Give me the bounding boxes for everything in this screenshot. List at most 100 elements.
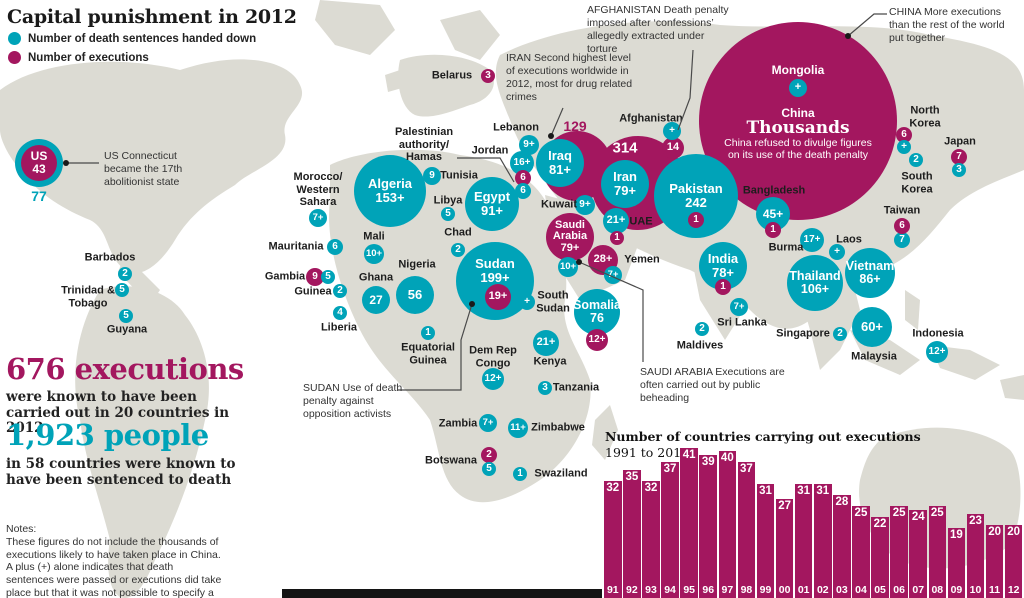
bar-03: 28 03 [833,495,851,598]
map-label-zambia: Zambia [438,417,478,430]
executions-dot-icon [8,51,21,64]
map-label-gambia: Gambia [264,270,306,283]
bar-06: 25 06 [890,506,908,598]
bubble-value: + [834,245,840,257]
bubble-value: 12+ [928,345,946,357]
bubble-botswana-sentences: 5 [482,462,496,476]
bar-98: 37 98 [737,462,756,598]
bubble-value: 5 [119,283,125,295]
bar-value: 32 [606,481,620,494]
bubble-value: 7 [899,233,905,245]
bubble-sri-lanka-sentences: 7+ [730,298,748,316]
map-label-mongolia: Mongolia [771,63,825,78]
bubble-barbados-sentences: 2 [118,267,132,281]
bubble-value: Iraq 81+ [548,148,572,177]
annotation-sudan: SUDAN Use of death penalty against oppos… [303,382,403,421]
bar-01: 31 01 [794,484,813,598]
bar-value: 37 [663,463,677,476]
bar-05: 22 05 [871,517,889,598]
bar-95: 41 95 [680,447,698,598]
bar-11: 20 11 [985,524,1004,598]
bar-year: 91 [606,584,619,596]
bubble-value: 17+ [803,233,821,245]
map-label-burma: Burma [768,241,804,254]
map-label-liberia: Liberia [320,321,358,334]
bubble-value: 5 [445,207,451,219]
bubble-value: 19+ [488,290,508,303]
bubble-value: 2 [913,153,919,165]
bubble-value: 28+ [593,253,613,266]
bubble-gambia-executions: 9 [306,268,324,286]
annotation-afghanistan: AFGHANISTAN Death penalty imposed after … [587,4,729,56]
bubble-value: 10+ [559,261,577,273]
map-label-japan: Japan [944,135,976,148]
map-label-dem-rep: Dem Rep Congo [469,344,517,369]
bubble-value: 9 [429,169,435,181]
bar-chart-bars: 32 91 35 92 32 93 37 94 41 95 39 96 40 97 37 98 31 99 27 00… [604,427,1024,598]
notes-block: Notes: These figures do not include the … [6,523,224,598]
bubble-value: 21+ [606,214,626,227]
bubble-palestinian-authority-hamas-sentences: 6 [515,183,531,199]
bar-year: 97 [721,584,734,596]
sentences-headline: 1,923 people [6,418,209,452]
bubble-india-executions: 1 [715,279,731,295]
bar-value: 27 [778,499,791,512]
map-label-china: China [781,106,815,121]
bar-year: 12 [1007,584,1020,596]
map-label-guinea: Guinea [294,285,332,298]
bar-year: 96 [702,584,715,596]
bar-year: 10 [969,584,982,596]
bar-94: 37 94 [661,462,679,598]
bubble-value: 1 [693,213,699,225]
bubble-vietnam-sentences: Vietnam 86+ [845,248,895,298]
bubble-mali-sentences: 10+ [364,244,384,264]
bubble-swaziland-sentences: 1 [513,467,527,481]
bar-value: 28 [835,496,849,509]
bubble-maldives-sentences: 2 [695,322,709,336]
map-label-afghanistan: Afghanistan [619,112,683,125]
sentences-subtext: in 58 countries were known to have been … [6,456,236,488]
map-label-chad: Chad [444,226,472,239]
executions-subtext: were known to have been carried out in 2… [6,389,230,437]
bubble-value: 2 [699,322,705,334]
map-label-laos: Laos [836,233,862,246]
map-label-trinidad: Trinidad & Tobago [61,284,115,309]
map-label-botswana: Botswana [425,454,477,467]
map-label-south: South Korea [901,170,933,195]
bar-year: 98 [740,584,753,596]
bubble-zambia-sentences: 7+ [479,414,497,432]
bubble-indonesia-sentences: 12+ [926,341,948,363]
bar-96: 39 96 [699,454,718,598]
bar-91: 32 91 [604,480,622,598]
bubble-chad-sentences: 2 [451,243,465,257]
bubble-value: 2 [455,243,461,255]
map-label-maldives: Maldives [676,339,724,352]
bubble-laos-sentences: + [829,244,845,260]
bubble-saudi-arabia-sentences: 10+ [558,257,578,277]
bar-value: 20 [988,525,1001,538]
bubble-burma-sentences: 17+ [800,228,824,252]
bar-02: 31 02 [813,484,832,598]
bar-07: 24 07 [909,509,928,598]
bubble-japan-sentences: 3 [952,163,966,177]
bubble-value: 2 [486,448,492,460]
bar-year: 08 [931,584,944,596]
bubble-sudan-executions: 19+ [485,284,511,310]
bar-10: 23 10 [966,513,985,598]
map-label-314: 314 [612,139,638,157]
bar-year: 00 [778,584,791,596]
bubble-algeria-sentences: Algeria 153+ [354,155,426,227]
bar-year: 99 [759,584,772,596]
bubble-value: Sudan 199+ [475,256,515,285]
bubble-taiwan-executions: 6 [894,218,910,234]
legend-item-sentences: Number of death sentences handed down [8,32,256,45]
bar-12: 20 12 [1004,524,1023,598]
bar-08: 25 08 [928,506,947,598]
bubble-value: 2 [122,267,128,279]
bubble-value: 27 [369,292,383,307]
bar-value: 24 [911,510,925,523]
bar-value: 41 [682,448,696,461]
map-label-zimbabwe: Zimbabwe [531,421,585,434]
annotation-china: CHINA More executions than the rest of t… [889,6,1005,45]
bubble-afghanistan-executions: 14 [662,137,684,159]
